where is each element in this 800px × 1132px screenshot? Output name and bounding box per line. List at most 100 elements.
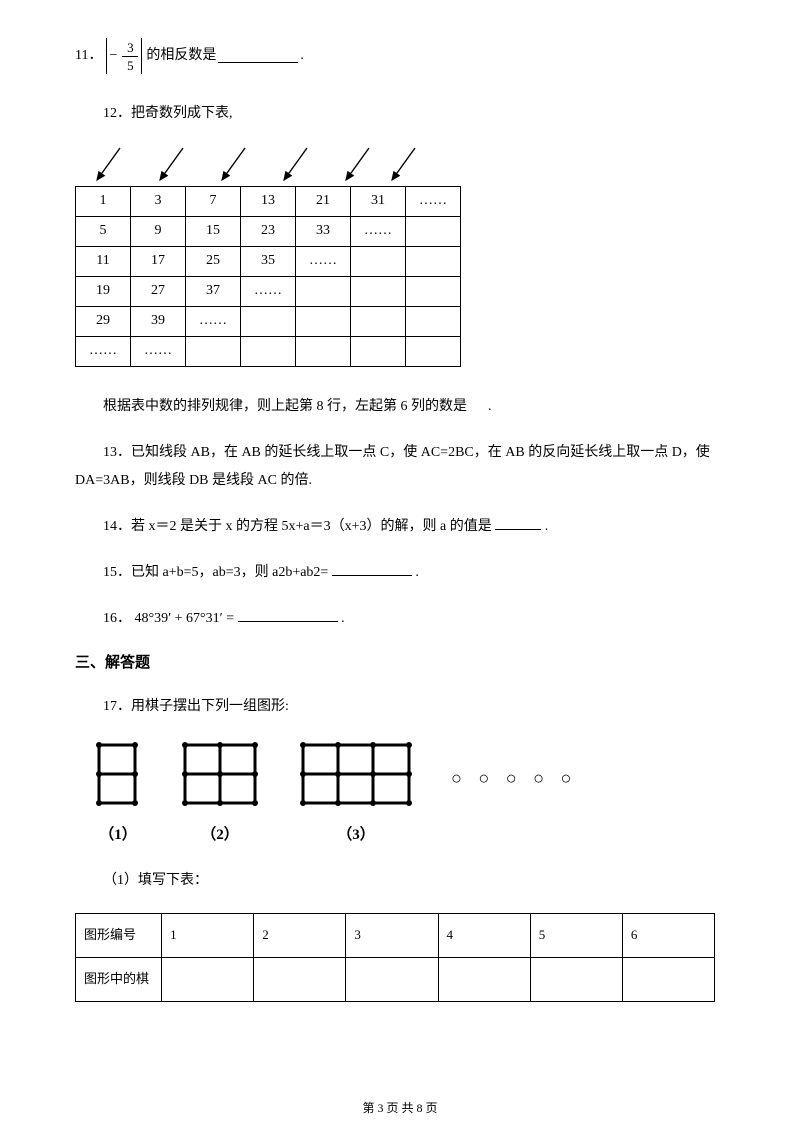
q11-after: 的相反数是 xyxy=(146,45,216,67)
fill-table: 图形编号 1 2 3 4 5 6 图形中的棋 xyxy=(75,913,715,1002)
cell: 25 xyxy=(186,247,241,277)
q17-text: 17．用棋子摆出下列一组图形: xyxy=(75,693,740,721)
page-footer: 第 3 页 共 8 页 xyxy=(0,1099,800,1118)
cell: 3 xyxy=(346,914,438,958)
row-label: 图形编号 xyxy=(76,914,162,958)
cell: 39 xyxy=(131,307,186,337)
q12-text: 12．把奇数列成下表, xyxy=(75,100,740,128)
cell xyxy=(406,337,461,367)
cell xyxy=(296,337,351,367)
table-row: 图形编号 1 2 3 4 5 6 xyxy=(76,914,715,958)
q11-period: . xyxy=(300,45,304,67)
cell xyxy=(406,277,461,307)
cell xyxy=(186,337,241,367)
frac-numer: 3 xyxy=(127,41,134,54)
q14-text: 14．若 x＝2 是关于 x 的方程 5x+a＝3（x+3）的解，则 a 的值是 xyxy=(103,519,492,534)
ellipsis-dots: ○ ○ ○ ○ ○ xyxy=(451,764,577,823)
q14-blank xyxy=(495,518,541,530)
cell: 27 xyxy=(131,277,186,307)
abs-bar-right xyxy=(141,38,142,74)
q12-after: 根据表中数的排列规律，则上起第 8 行，左起第 6 列的数是 . xyxy=(75,393,740,421)
q15-period: . xyxy=(415,565,419,580)
shape-3-label: （3） xyxy=(297,823,415,847)
cell: 31 xyxy=(351,187,406,217)
table-row: 19 27 37 …… xyxy=(76,277,461,307)
grid-2x3-icon xyxy=(297,739,415,809)
table-row: 1 3 7 13 21 31 …… xyxy=(76,187,461,217)
cell: 13 xyxy=(241,187,296,217)
cell xyxy=(406,247,461,277)
cell: …… xyxy=(186,307,241,337)
cell xyxy=(622,958,714,1002)
grid-2x1-icon xyxy=(93,739,143,809)
cell: 21 xyxy=(296,187,351,217)
cell: 37 xyxy=(186,277,241,307)
cell xyxy=(346,958,438,1002)
cell: …… xyxy=(241,277,296,307)
shape-3: （3） xyxy=(297,739,415,847)
cell xyxy=(162,958,254,1002)
cell xyxy=(351,247,406,277)
cell: 5 xyxy=(530,914,622,958)
cell: 4 xyxy=(438,914,530,958)
frac-bar xyxy=(122,56,138,57)
cell: 9 xyxy=(131,217,186,247)
q15-text: 15．已知 a+b=5，ab=3，则 a2b+ab2= xyxy=(103,565,328,580)
table-row: 图形中的棋 xyxy=(76,958,715,1002)
absolute-value: − 3 5 xyxy=(106,38,142,74)
cell xyxy=(406,307,461,337)
question-11: 11 ． − 3 5 的相反数是 . xyxy=(75,38,740,74)
shapes-row: （1） （2） （3） ○ ○ ○ ○ ○ xyxy=(75,739,740,847)
cell xyxy=(296,277,351,307)
q11-sep: ． xyxy=(88,45,102,67)
q12-period: . xyxy=(488,399,492,414)
shape-2-label: （2） xyxy=(179,823,261,847)
cell xyxy=(296,307,351,337)
q15-blank xyxy=(332,564,412,576)
cell: 5 xyxy=(76,217,131,247)
cell xyxy=(530,958,622,1002)
cell: 23 xyxy=(241,217,296,247)
q16-expr: 48°39′ + 67°31′ = xyxy=(135,611,235,626)
grid-2x2-icon xyxy=(179,739,261,809)
frac-denom: 5 xyxy=(127,59,134,72)
table-row: 5 9 15 23 33 …… xyxy=(76,217,461,247)
cell: 1 xyxy=(76,187,131,217)
q14-period: . xyxy=(545,519,549,534)
q11-num: 11 xyxy=(75,45,88,67)
shape-2: （2） xyxy=(179,739,261,847)
cell xyxy=(241,307,296,337)
cell: 11 xyxy=(76,247,131,277)
table-row: 29 39 …… xyxy=(76,307,461,337)
cell: …… xyxy=(76,337,131,367)
cell: 7 xyxy=(186,187,241,217)
question-16: 16． 48°39′ + 67°31′ = . xyxy=(75,605,740,633)
section-3-title: 三、解答题 xyxy=(75,651,740,675)
cell: 1 xyxy=(162,914,254,958)
table-row: …… …… xyxy=(76,337,461,367)
q16-num: 16． xyxy=(103,611,131,626)
cell: …… xyxy=(131,337,186,367)
cell: 15 xyxy=(186,217,241,247)
cell: …… xyxy=(406,187,461,217)
cell: …… xyxy=(296,247,351,277)
cell xyxy=(406,217,461,247)
q11-blank xyxy=(218,49,298,63)
cell: 6 xyxy=(622,914,714,958)
cell xyxy=(351,337,406,367)
shape-1: （1） xyxy=(93,739,143,847)
q16-blank xyxy=(238,610,338,622)
shape-1-label: （1） xyxy=(93,823,143,847)
cell xyxy=(254,958,346,1002)
neg-sign: − xyxy=(107,45,119,67)
cell: 17 xyxy=(131,247,186,277)
cell: 33 xyxy=(296,217,351,247)
cell: 19 xyxy=(76,277,131,307)
question-13: 13．已知线段 AB，在 AB 的延长线上取一点 C，使 AC=2BC，在 AB… xyxy=(75,439,740,495)
question-15: 15．已知 a+b=5，ab=3，则 a2b+ab2= . xyxy=(75,559,740,587)
cell: …… xyxy=(351,217,406,247)
table-row: 11 17 25 35 …… xyxy=(76,247,461,277)
arrows-diagram xyxy=(75,146,455,186)
q17-fill-prompt: （1）填写下表： xyxy=(75,867,740,895)
cell: 29 xyxy=(76,307,131,337)
